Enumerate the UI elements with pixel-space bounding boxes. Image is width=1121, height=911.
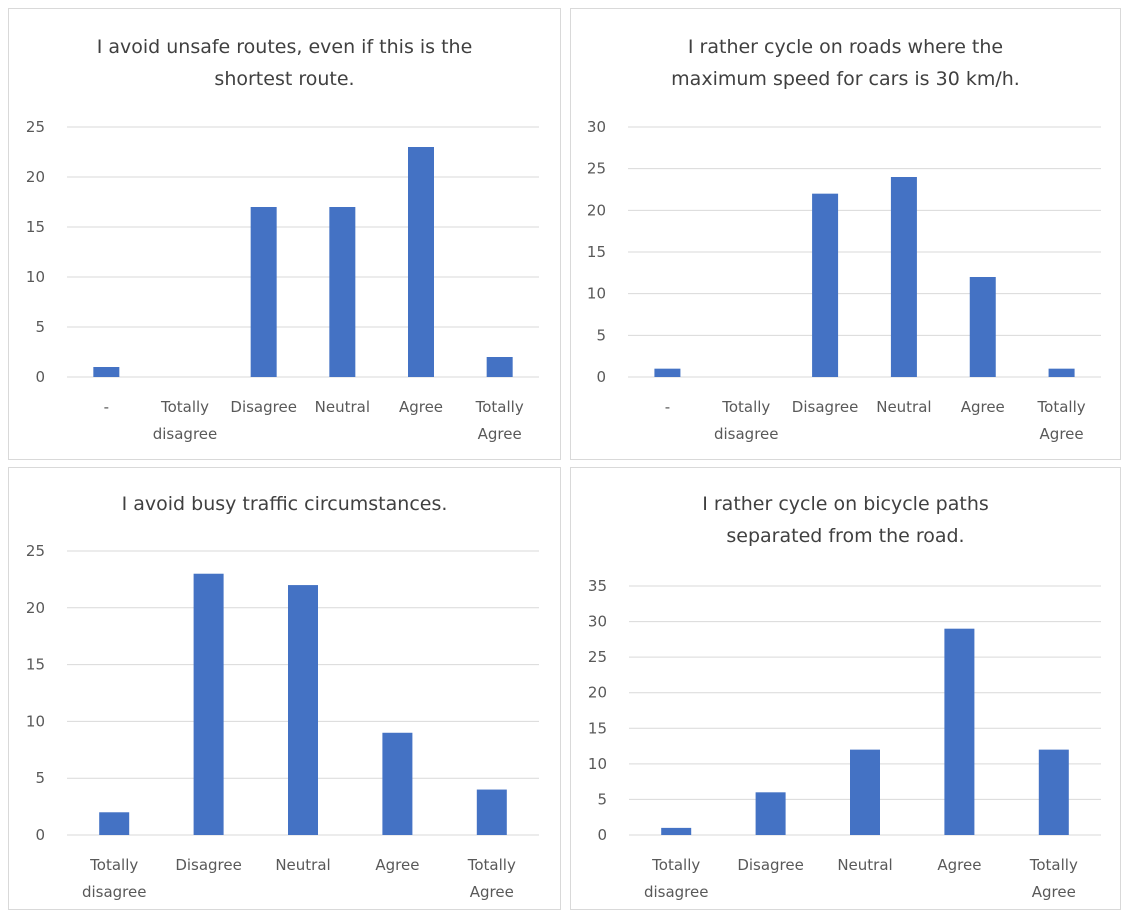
x-tick-label: Disagree: [230, 398, 297, 416]
y-tick-label: 20: [26, 168, 45, 186]
y-tick-label: 20: [587, 201, 606, 219]
x-tick-label: Totally disagree: [153, 398, 218, 443]
bar-totally-agree: [476, 789, 507, 835]
x-tick-label: Totally disagree: [644, 856, 709, 901]
x-tick-label: Neutral: [315, 398, 370, 416]
bar-chart-busy-traffic: 0 5 10 15 20 25 Totally disagree Disagree Neutral…: [26, 542, 539, 901]
y-tick-label: 20: [588, 684, 607, 702]
bar-agree: [382, 732, 413, 835]
bar-totally-agree: [486, 357, 513, 377]
bar-totally-disagree: [99, 812, 130, 835]
chart-title: I avoid busy traffic circumstances.: [9, 488, 560, 520]
chart-title-line-2: shortest route.: [214, 68, 355, 90]
y-tick-label: 10: [588, 755, 607, 773]
bar-agree: [944, 628, 975, 835]
bar-agree: [969, 277, 996, 377]
chart-panel-speed-30: I rather cycle on roads where the maximu…: [570, 8, 1121, 460]
y-tick-label: 15: [588, 719, 607, 737]
chart-panel-busy-traffic: I avoid busy traffic circumstances. 0 5 10…: [8, 467, 561, 910]
y-tick-label: 25: [587, 160, 606, 178]
bar-agree: [408, 147, 434, 377]
x-tick-label: Disagree: [175, 856, 242, 874]
y-tick-label: 0: [596, 368, 606, 386]
y-tick-label: 5: [597, 790, 607, 808]
bar-neutral: [288, 585, 318, 835]
bar-disagree: [250, 207, 277, 377]
x-tick-label: Disagree: [737, 856, 804, 874]
x-tick-label: Neutral: [275, 856, 330, 874]
chart-title: I rather cycle on bicycle paths separate…: [571, 488, 1120, 552]
bar-chart-bicycle-paths: 0 5 10 15 20 25 30 35 Totally disagree Disagree Neu…: [588, 577, 1101, 901]
x-tick-label: Totally Agree: [1029, 856, 1078, 901]
bar-: [93, 367, 120, 377]
chart-panel-bicycle-paths: I rather cycle on bicycle paths separate…: [570, 467, 1121, 910]
y-tick-label: 5: [35, 769, 45, 787]
y-tick-label: 15: [26, 218, 45, 236]
x-tick-label: Agree: [375, 856, 419, 874]
x-tick-label: -: [665, 398, 670, 416]
x-tick-label: Agree: [937, 856, 981, 874]
x-tick-label: Totally Agree: [1037, 398, 1086, 443]
y-tick-label: 15: [26, 656, 45, 674]
bar-neutral: [850, 749, 880, 835]
y-tick-label: 15: [587, 243, 606, 261]
x-tick-label: Agree: [399, 398, 443, 416]
bar-chart-speed-30: 0 5 10 15 20 25 30 - Totally disagree Disagree Neut…: [587, 118, 1101, 443]
chart-title-line-1: I rather cycle on bicycle paths: [702, 493, 989, 515]
y-tick-label: 30: [588, 613, 607, 631]
bar-totally-disagree: [661, 827, 692, 835]
x-tick-label: Totally Agree: [475, 398, 524, 443]
bar-disagree: [755, 792, 786, 835]
chart-title-line-1: I avoid busy traffic circumstances.: [121, 493, 448, 515]
bar-: [654, 368, 681, 377]
chart-title: I avoid unsafe routes, even if this is t…: [9, 31, 560, 95]
y-tick-label: 0: [35, 368, 45, 386]
y-tick-label: 25: [26, 542, 45, 560]
bar-totally-agree: [1048, 368, 1075, 377]
x-tick-label: Totally Agree: [467, 856, 516, 901]
bar-disagree: [812, 193, 839, 377]
bar-neutral: [329, 207, 356, 377]
y-tick-label: 20: [26, 599, 45, 617]
chart-title-line-2: maximum speed for cars is 30 km/h.: [671, 68, 1020, 90]
x-tick-label: Totally disagree: [714, 398, 779, 443]
y-tick-label: 10: [26, 712, 45, 730]
bar-totally-agree: [1038, 749, 1069, 835]
y-tick-label: 30: [587, 118, 606, 136]
y-tick-label: 25: [588, 648, 607, 666]
y-tick-label: 5: [35, 318, 45, 336]
x-tick-label: Neutral: [837, 856, 892, 874]
y-tick-label: 10: [587, 285, 606, 303]
chart-panel-unsafe-routes: I avoid unsafe routes, even if this is t…: [8, 8, 561, 460]
x-tick-label: Disagree: [792, 398, 859, 416]
x-tick-label: Neutral: [876, 398, 931, 416]
x-tick-label: Agree: [961, 398, 1005, 416]
y-tick-label: 0: [35, 826, 45, 844]
y-tick-label: 0: [597, 826, 607, 844]
chart-title-line-1: I avoid unsafe routes, even if this is t…: [96, 36, 473, 58]
x-tick-label: Totally disagree: [82, 856, 147, 901]
bar-chart-unsafe-routes: 0 5 10 15 20 25 - Totally disagree Disagree Neutra…: [26, 118, 539, 443]
bar-disagree: [193, 573, 224, 835]
y-tick-label: 5: [596, 326, 606, 344]
y-tick-label: 10: [26, 268, 45, 286]
chart-title: I rather cycle on roads where the maximu…: [571, 31, 1120, 95]
bar-neutral: [890, 177, 917, 377]
y-tick-label: 25: [26, 118, 45, 136]
chart-title-line-1: I rather cycle on roads where the: [687, 36, 1004, 58]
chart-title-line-2: separated from the road.: [726, 525, 965, 547]
y-tick-label: 35: [588, 577, 607, 595]
x-tick-label: -: [104, 398, 109, 416]
